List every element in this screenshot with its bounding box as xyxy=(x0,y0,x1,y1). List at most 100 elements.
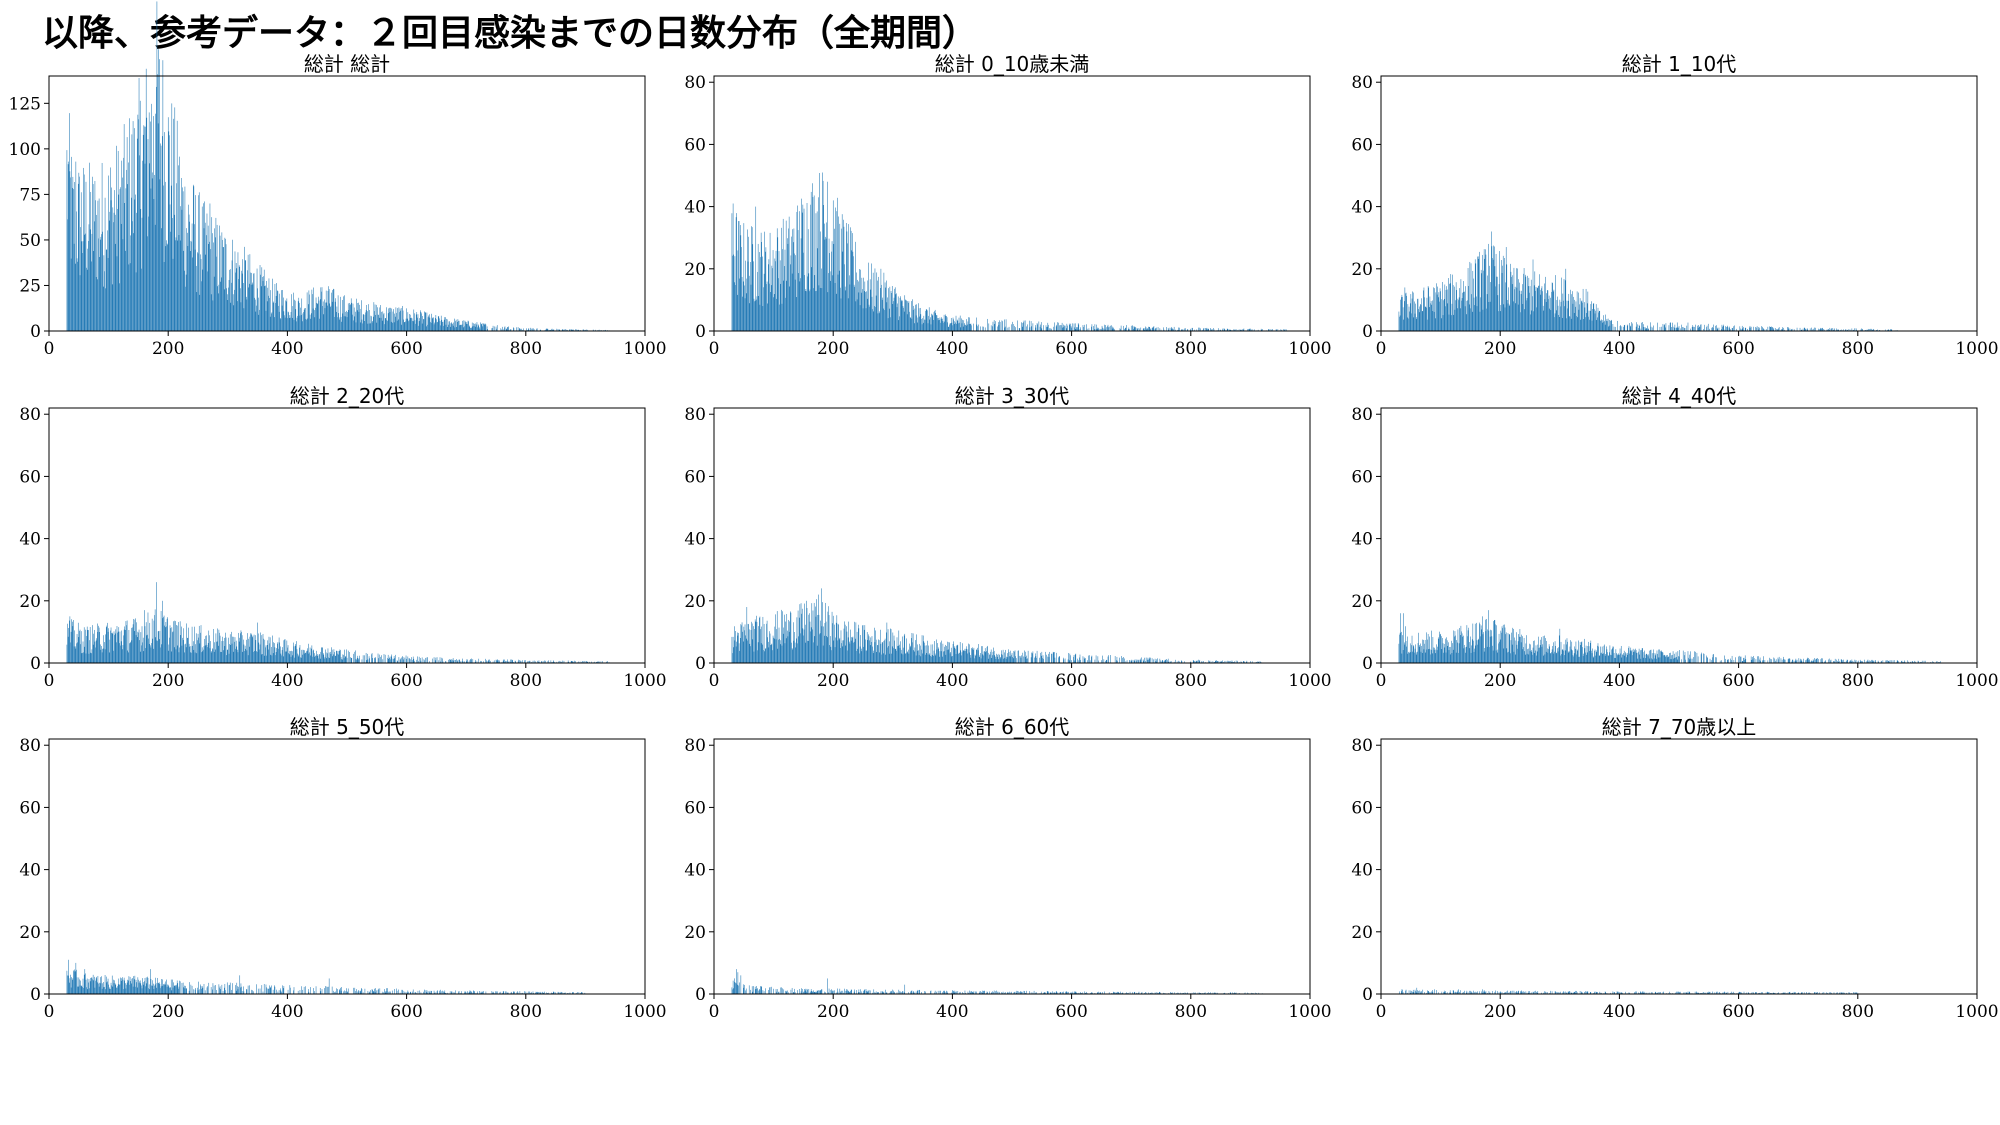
bar xyxy=(1526,300,1527,331)
bar xyxy=(159,630,161,663)
bar xyxy=(790,611,791,663)
bar xyxy=(136,637,138,663)
bar xyxy=(804,603,805,663)
bar xyxy=(360,991,362,994)
bar xyxy=(361,989,363,994)
bar xyxy=(842,646,844,663)
bar xyxy=(328,978,330,994)
bar xyxy=(285,651,287,663)
bar xyxy=(150,969,151,994)
bar xyxy=(909,311,910,331)
bar xyxy=(398,989,399,994)
bar xyxy=(1861,661,1863,663)
bar xyxy=(90,191,92,331)
bar xyxy=(182,637,183,663)
bar xyxy=(1205,328,1207,331)
bar-series xyxy=(731,588,1262,663)
bar xyxy=(990,649,992,663)
bar xyxy=(439,318,440,331)
bar xyxy=(285,300,286,331)
bar xyxy=(526,992,528,994)
bar xyxy=(918,303,919,331)
bar xyxy=(765,648,766,663)
bar xyxy=(927,310,928,331)
bar xyxy=(1543,655,1545,663)
bar xyxy=(546,328,547,331)
bar xyxy=(218,284,220,331)
bar xyxy=(301,298,303,331)
bar xyxy=(132,121,134,331)
bar xyxy=(806,600,807,663)
bar xyxy=(1503,304,1505,331)
bar xyxy=(1438,638,1440,663)
bar xyxy=(936,639,937,663)
bar xyxy=(838,639,840,663)
bar xyxy=(186,228,187,331)
bar xyxy=(119,643,120,663)
bar xyxy=(251,989,252,994)
bar xyxy=(197,253,199,331)
bar xyxy=(926,653,928,663)
bar xyxy=(1522,284,1523,331)
bar xyxy=(1432,311,1434,331)
bar xyxy=(488,660,490,663)
bar xyxy=(1192,660,1194,663)
bar xyxy=(999,655,1000,663)
bar xyxy=(875,639,877,663)
bar xyxy=(268,295,269,331)
bar xyxy=(507,327,509,331)
bar xyxy=(214,228,215,331)
bar xyxy=(1604,324,1606,331)
bar xyxy=(1142,328,1144,331)
x-tick-label: 600 xyxy=(390,339,422,359)
bar xyxy=(340,990,342,994)
bar xyxy=(1131,659,1133,663)
bar xyxy=(1445,638,1446,663)
bar xyxy=(97,632,99,663)
bar xyxy=(1631,322,1632,331)
bar xyxy=(132,624,134,663)
bar xyxy=(431,658,433,663)
bar xyxy=(1562,293,1564,331)
bar xyxy=(320,991,322,994)
bar xyxy=(223,987,225,994)
bar xyxy=(1873,329,1875,331)
bar xyxy=(598,661,599,663)
bar xyxy=(368,304,369,331)
bar xyxy=(104,649,106,663)
bar xyxy=(965,325,967,331)
bar xyxy=(394,313,395,331)
bar xyxy=(949,653,951,663)
bar xyxy=(923,641,925,663)
bar xyxy=(744,298,746,331)
bar xyxy=(1135,326,1136,331)
bar xyxy=(492,992,493,994)
bar xyxy=(1151,658,1153,663)
bar xyxy=(344,990,345,994)
bar xyxy=(204,638,205,663)
plot-frame xyxy=(48,75,646,332)
bar xyxy=(1665,656,1666,663)
bar xyxy=(213,628,214,663)
bar xyxy=(1432,637,1434,663)
bar xyxy=(1725,326,1726,331)
bar xyxy=(1856,329,1857,331)
bar xyxy=(470,327,471,331)
bar xyxy=(1808,657,1809,663)
bar xyxy=(126,625,127,663)
bar xyxy=(1560,301,1562,331)
bar xyxy=(439,657,441,663)
bar xyxy=(386,307,387,331)
bar xyxy=(366,660,367,663)
bar xyxy=(810,204,811,331)
bar xyxy=(995,658,997,663)
bar xyxy=(1135,659,1137,663)
bar xyxy=(1741,661,1743,663)
bar xyxy=(424,990,426,994)
bar xyxy=(1430,649,1432,663)
bar xyxy=(922,635,924,663)
bar xyxy=(153,648,154,663)
bar xyxy=(293,987,295,994)
bar xyxy=(807,640,808,663)
